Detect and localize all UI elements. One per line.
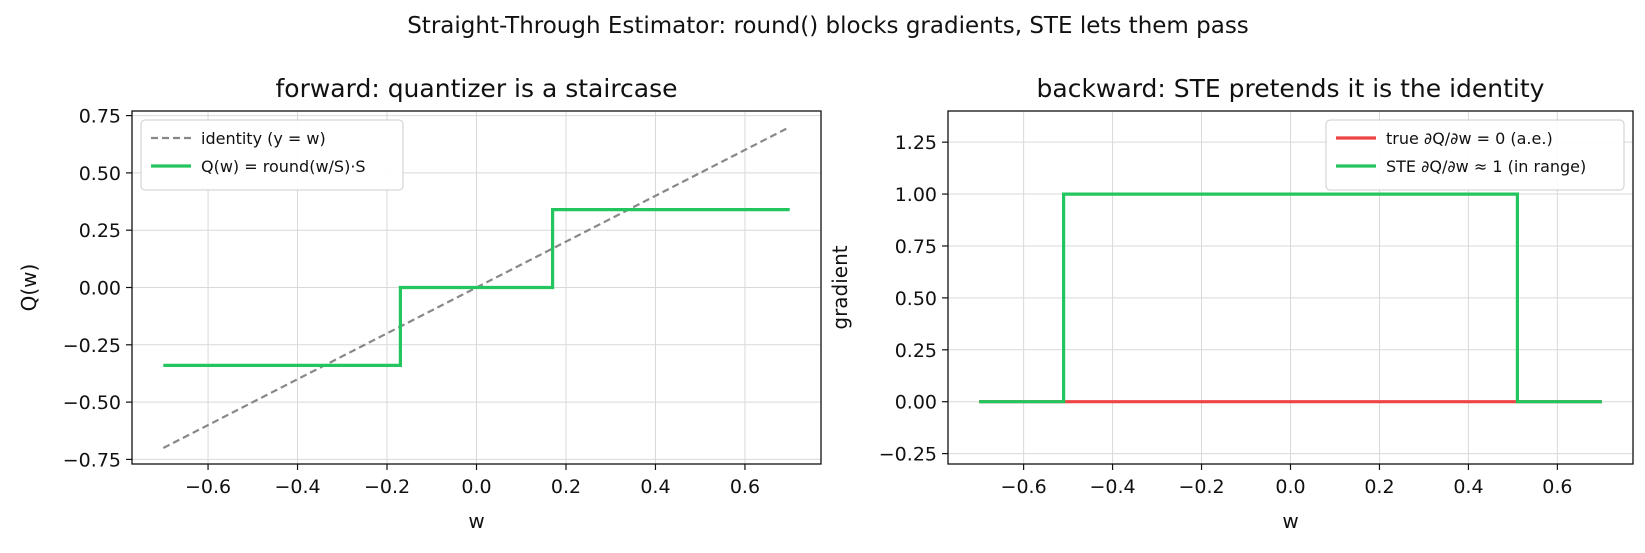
x-tick-label: 0.2 xyxy=(1364,476,1394,498)
x-tick-label: 0.4 xyxy=(640,476,670,498)
y-tick-label: 0.75 xyxy=(895,236,937,258)
x-tick-label: −0.2 xyxy=(364,476,410,498)
legend-label: true ∂Q/∂w = 0 (a.e.) xyxy=(1386,129,1553,148)
x-tick-label: 0.4 xyxy=(1453,476,1483,498)
y-tick-label: 0.25 xyxy=(895,340,937,362)
x-tick-label: −0.2 xyxy=(1178,476,1224,498)
x-tick-label: 0.0 xyxy=(461,476,491,498)
legend-box xyxy=(1325,119,1625,191)
legend-label: Q(w) = round(w/S)·S xyxy=(201,157,366,176)
x-tick-label: 0.6 xyxy=(730,476,760,498)
x-tick-label: −0.6 xyxy=(185,476,231,498)
y-axis-label: gradient xyxy=(828,245,852,329)
y-tick-label: 0.50 xyxy=(895,288,937,310)
y-tick-label: 1.00 xyxy=(895,184,937,206)
backward-panel: −0.6 −0.4 −0.2 0.0 0.2 0.4 0.6 −0.25 0.00 0.25 0.5… xyxy=(828,74,1634,533)
y-axis-label: Q(w) xyxy=(17,264,41,312)
forward-panel: −0.6 −0.4 −0.2 0.0 0.2 0.4 0.6 −0.75 −0.50 −0.25 0… xyxy=(17,74,822,533)
legend: identity (y = w) Q(w) = round(w/S)·S xyxy=(140,119,404,191)
x-axis-label: w xyxy=(1282,509,1298,533)
y-tick-label: 1.25 xyxy=(895,132,937,154)
x-tick-label: 0.6 xyxy=(1542,476,1572,498)
legend-box xyxy=(140,119,404,191)
y-tick-label: −0.75 xyxy=(63,449,121,471)
panel-title: forward: quantizer is a staircase xyxy=(275,74,677,103)
x-tick-label: −0.4 xyxy=(274,476,320,498)
x-tick-label: −0.4 xyxy=(1090,476,1136,498)
series-line-identity xyxy=(162,126,791,449)
y-tick-label: 0.75 xyxy=(79,106,121,128)
y-tick-label: 0.00 xyxy=(79,278,121,300)
y-tick-label: −0.50 xyxy=(63,392,121,414)
legend-label: identity (y = w) xyxy=(201,129,326,148)
x-tick-label: 0.2 xyxy=(551,476,581,498)
x-axis-label: w xyxy=(468,509,484,533)
series-line-quantizer xyxy=(163,208,790,367)
legend-label: STE ∂Q/∂w ≈ 1 (in range) xyxy=(1386,157,1586,176)
legend: true ∂Q/∂w = 0 (a.e.) STE ∂Q/∂w ≈ 1 (in r… xyxy=(1325,119,1625,191)
y-tick-label: −0.25 xyxy=(879,444,937,466)
x-tick-label: 0.0 xyxy=(1275,476,1305,498)
figure-suptitle: Straight-Through Estimator: round() bloc… xyxy=(407,13,1249,39)
y-tick-label: −0.25 xyxy=(63,335,121,357)
series-line-ste-gradient xyxy=(979,192,1602,404)
panel-title: backward: STE pretends it is the identit… xyxy=(1037,74,1545,103)
y-tick-label: 0.25 xyxy=(79,220,121,242)
x-tick-label: −0.6 xyxy=(1001,476,1047,498)
y-tick-label: 0.00 xyxy=(895,392,937,414)
y-tick-label: 0.50 xyxy=(79,163,121,185)
